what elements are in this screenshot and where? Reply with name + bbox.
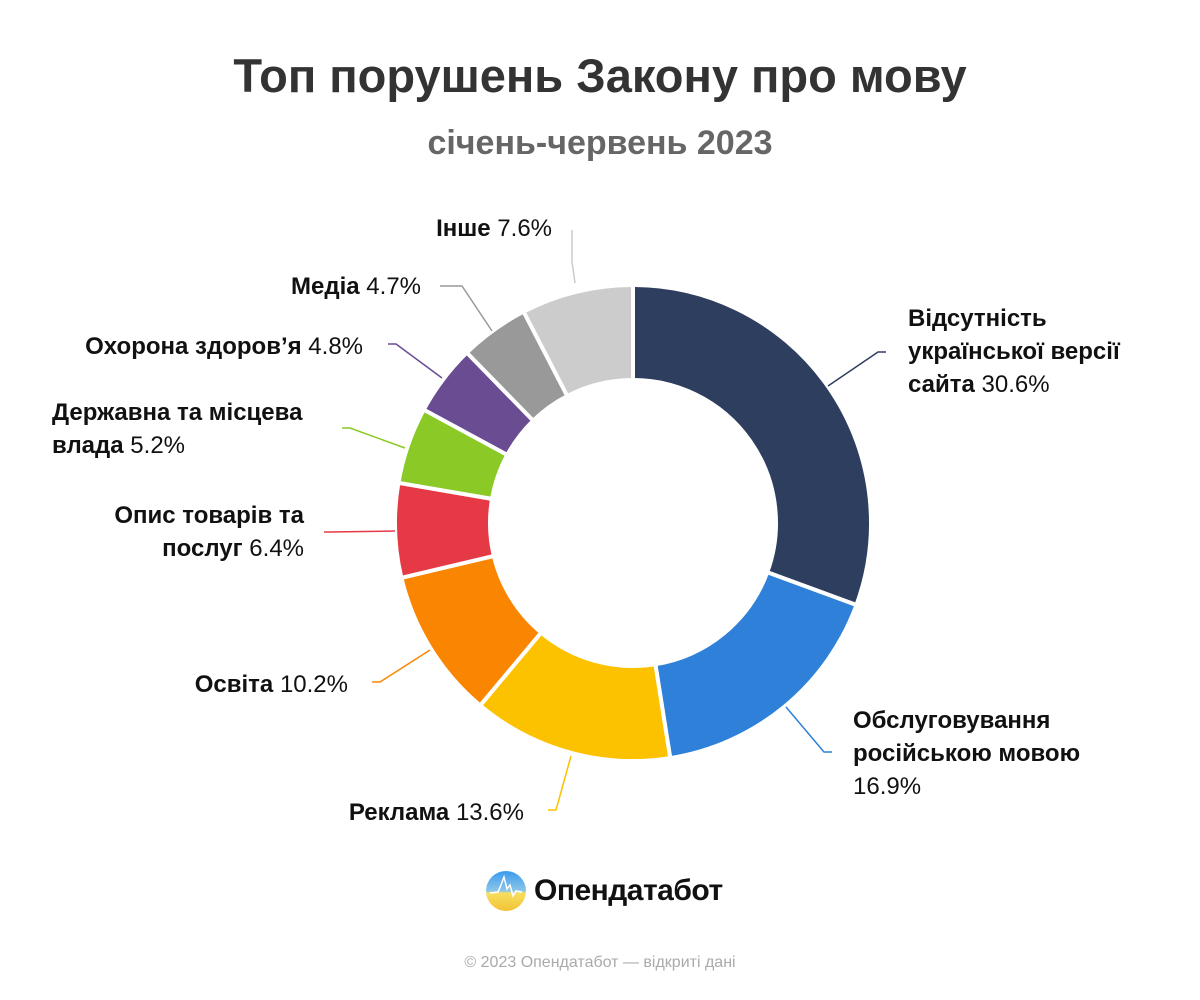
leader-line-5	[342, 427, 406, 449]
slice-name: Інше	[436, 215, 491, 242]
leader-line-4	[324, 530, 396, 533]
leader-line-1	[785, 706, 832, 753]
slice-value: 30.6%	[981, 371, 1050, 398]
chart-title: Топ порушень Закону про мову	[233, 49, 967, 102]
slice-1	[653, 570, 859, 761]
slice-label-5: Державна та місцева влада 5.2%	[52, 396, 342, 462]
slice-name: Опис товарів та послуг	[114, 502, 304, 562]
slice-name: Медіа	[291, 273, 360, 300]
leader-line-2	[548, 755, 572, 811]
slice-label-3: Освіта 10.2%	[195, 668, 348, 701]
slice-label-0: Відсутність української версії сайта 30.…	[908, 302, 1168, 401]
leader-line-7	[440, 285, 493, 332]
slice-name: Державна та місцева влада	[52, 399, 303, 459]
slice-name: Реклама	[348, 799, 450, 826]
slice-name: Охорона здоров’я	[85, 333, 302, 360]
slice-name: Освіта	[194, 671, 274, 698]
slice-value: 6.4%	[249, 535, 304, 562]
leader-line-3	[372, 649, 431, 683]
slice-8	[521, 283, 635, 398]
slice-name: Обслуговування російською мовою	[853, 707, 1081, 767]
slice-value: 5.2%	[130, 432, 185, 459]
logo-text: Опендатабот	[534, 874, 723, 907]
slice-value: 10.2%	[279, 671, 348, 698]
slice-value: 16.9%	[853, 773, 922, 800]
leader-line-6	[388, 343, 443, 379]
slice-label-4: Опис товарів та послуг 6.4%	[64, 499, 304, 565]
leader-line-8	[571, 230, 576, 284]
slice-value: 13.6%	[455, 799, 524, 826]
slice-0	[631, 283, 873, 608]
slice-name: Відсутність української версії сайта	[908, 305, 1120, 398]
leader-line-0	[827, 351, 886, 387]
chart-subtitle: січень-червень 2023	[427, 124, 773, 162]
slice-label-8: Інше 7.6%	[436, 212, 552, 245]
opendatabot-logo: Опендатабот	[486, 871, 723, 911]
footer-copyright: © 2023 Опендатабот — відкриті дані	[464, 954, 736, 971]
slice-label-6: Охорона здоров’я 4.8%	[85, 330, 363, 363]
logo-icon	[486, 871, 526, 911]
slice-label-1: Обслуговування російською мовою 16.9%	[853, 704, 1133, 803]
slice-value: 7.6%	[497, 215, 552, 242]
slice-label-7: Медіа 4.7%	[291, 270, 421, 303]
slice-value: 4.7%	[366, 273, 421, 300]
slice-label-2: Реклама 13.6%	[349, 796, 524, 829]
slice-value: 4.8%	[308, 333, 363, 360]
